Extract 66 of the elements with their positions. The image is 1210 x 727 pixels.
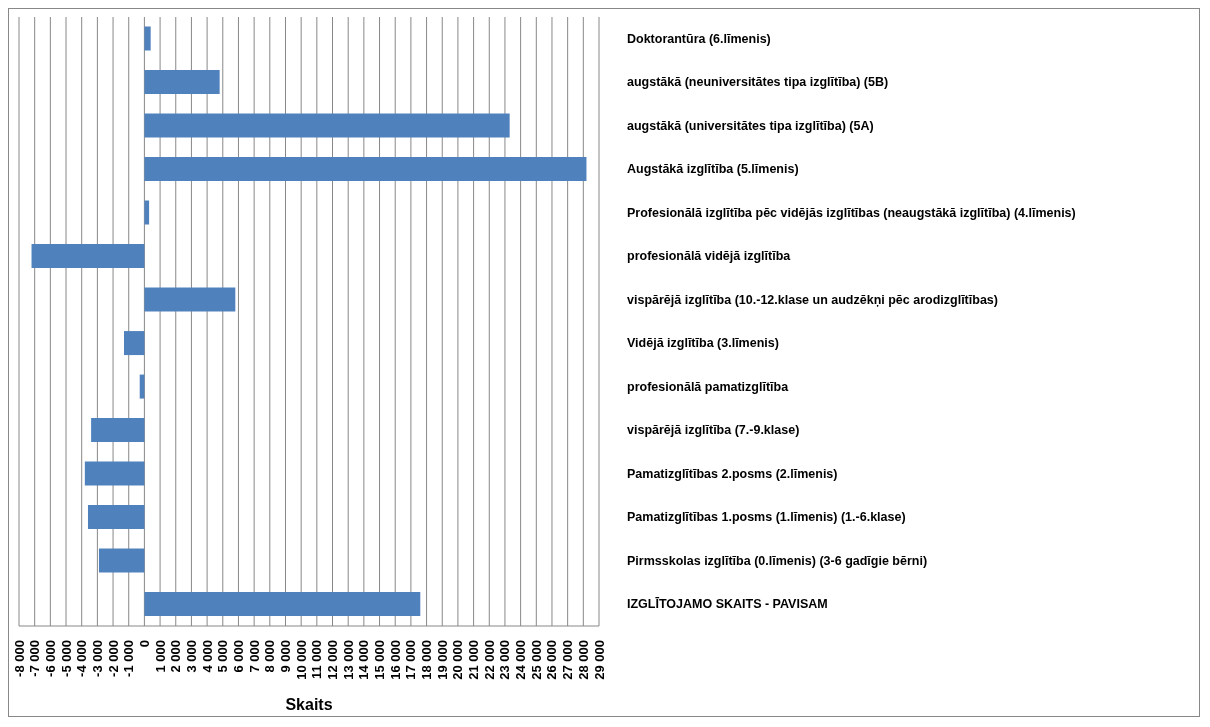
x-tick-label: 26 000	[544, 640, 560, 680]
x-tick-label: -1 000	[121, 640, 137, 677]
x-tick-label: 22 000	[481, 640, 497, 680]
y-tick-label: Profesionālā izglītība pēc vidējās izglītības (neaugstākā izglītība) (4.līmenis)	[627, 205, 1076, 220]
x-tick-label: 20 000	[450, 640, 466, 680]
x-tick-label: 15 000	[372, 640, 388, 680]
bar	[144, 200, 150, 225]
bar	[124, 331, 145, 356]
y-tick-label: IZGLĪTOJAMO SKAITS - PAVISAM	[627, 597, 828, 612]
bar	[87, 505, 145, 530]
x-tick-label: 21 000	[466, 640, 482, 680]
bar	[144, 592, 421, 617]
x-axis-title: Skaits	[285, 696, 333, 713]
y-tick-label: profesionālā vidējā izglītība	[627, 249, 792, 264]
x-tick-label: 12 000	[325, 640, 341, 680]
x-tick-label: 11 000	[309, 640, 325, 680]
bar	[144, 287, 236, 312]
bar	[98, 548, 145, 573]
x-tick-label: -4 000	[74, 640, 90, 677]
bar	[84, 461, 145, 486]
x-tick-label: -2 000	[105, 640, 121, 677]
x-tick-label: 10 000	[293, 640, 309, 680]
x-tick-label: 2 000	[168, 640, 184, 673]
x-tick-label: -8 000	[11, 640, 27, 677]
x-tick-label: 4 000	[199, 640, 215, 673]
x-tick-label: 8 000	[262, 640, 278, 673]
y-tick-label: Pirmsskolas izglītība (0.līmenis) (3-6 gadīgie bērni)	[627, 553, 928, 568]
x-tick-label: -7 000	[27, 640, 43, 677]
bar	[144, 70, 220, 95]
x-tick-label: 9 000	[277, 640, 293, 673]
y-tick-label: Augstākā izglītība (5.līmenis)	[627, 162, 799, 177]
x-tick-label: 28 000	[575, 640, 591, 680]
bar	[144, 26, 151, 51]
bar	[144, 157, 587, 182]
y-tick-label: vispārējā izglītība (7.-9.klase)	[627, 423, 800, 438]
x-tick-label: -3 000	[89, 640, 105, 677]
x-tick-label: 5 000	[215, 640, 231, 673]
y-tick-label: Doktorantūra (6.līmenis)	[627, 31, 771, 46]
x-tick-label: 18 000	[419, 640, 435, 680]
x-tick-label: 3 000	[183, 640, 199, 673]
bar	[144, 113, 510, 138]
bar	[91, 418, 145, 443]
y-tick-label: vispārējā izglītība (10.-12.klase un audzēkņi pēc arodizglītības)	[627, 292, 998, 307]
x-tick-label: 25 000	[528, 640, 544, 680]
x-tick-label: 0	[136, 640, 152, 648]
x-tick-label: 1 000	[152, 640, 168, 673]
y-tick-label: profesionālā pamatizglītība	[627, 379, 790, 394]
x-tick-label: 19 000	[434, 640, 450, 680]
y-tick-label: augstākā (universitātes tipa izglītība) (5A)	[627, 118, 874, 133]
x-tick-label: -5 000	[58, 640, 74, 677]
y-tick-label: Vidējā izglītība (3.līmenis)	[627, 336, 779, 351]
x-tick-label: 14 000	[356, 640, 372, 680]
x-tick-label: 27 000	[560, 640, 576, 680]
y-tick-label: augstākā (neuniversitātes tipa izglītība) (5B)	[627, 75, 889, 90]
x-tick-label: 24 000	[513, 640, 529, 680]
x-tick-label: 23 000	[497, 640, 513, 680]
x-tick-label: 16 000	[387, 640, 403, 680]
x-tick-label: 7 000	[246, 640, 262, 673]
x-tick-label: 17 000	[403, 640, 419, 680]
bar	[31, 244, 145, 269]
x-tick-label: 29 000	[591, 640, 607, 680]
x-tick-label: -6 000	[42, 640, 58, 677]
y-tick-label: Pamatizglītības 2.posms (2.līmenis)	[627, 466, 838, 481]
y-tick-label: Pamatizglītības 1.posms (1.līmenis) (1.-6.klase)	[627, 510, 906, 525]
x-tick-label: 13 000	[340, 640, 356, 680]
x-tick-label: 6 000	[230, 640, 246, 673]
